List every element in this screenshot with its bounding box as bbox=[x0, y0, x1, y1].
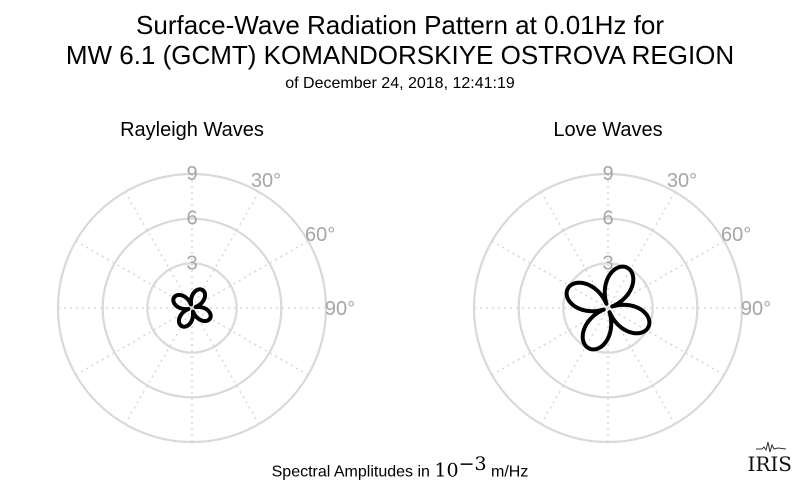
range-ring bbox=[562, 262, 654, 354]
radius-tick-label: 9 bbox=[602, 163, 613, 185]
radius-tick-label: 3 bbox=[186, 252, 197, 274]
angle-tick-label: 60° bbox=[721, 224, 751, 246]
range-ring bbox=[146, 262, 238, 354]
radial-spoke bbox=[75, 240, 193, 309]
radiation-pattern-curve bbox=[564, 264, 652, 352]
range-ring bbox=[56, 172, 328, 444]
radius-tick-label: 3 bbox=[602, 252, 613, 274]
range-ring bbox=[101, 217, 283, 399]
radial-spoke bbox=[540, 307, 609, 425]
range-ring bbox=[517, 217, 699, 399]
radial-spoke bbox=[607, 307, 676, 425]
radius-tick-label: 9 bbox=[186, 163, 197, 185]
love-panel-title: Love Waves bbox=[553, 119, 663, 141]
range-ring bbox=[472, 172, 744, 444]
seismogram-icon bbox=[756, 441, 786, 453]
footer-unit: m/Hz bbox=[486, 463, 529, 481]
radial-spoke bbox=[491, 240, 609, 309]
radiation-pattern-curve bbox=[171, 287, 213, 329]
footer-base: 10 bbox=[434, 459, 459, 482]
radial-spoke bbox=[75, 307, 193, 376]
radial-spoke bbox=[191, 307, 260, 425]
radial-spoke bbox=[191, 191, 260, 309]
rayleigh-panel-title: Rayleigh Waves bbox=[120, 119, 264, 141]
angle-tick-label: 90° bbox=[741, 298, 771, 320]
footer-exponent: −3 bbox=[458, 453, 487, 475]
radius-tick-label: 6 bbox=[186, 208, 197, 230]
radius-tick-label: 6 bbox=[602, 208, 613, 230]
chart-title-line1: Surface-Wave Radiation Pattern at 0.01Hz… bbox=[136, 10, 664, 40]
radial-spoke bbox=[124, 307, 193, 425]
radial-spoke bbox=[540, 191, 609, 309]
chart-subtitle: of December 24, 2018, 12:41:19 bbox=[285, 75, 515, 92]
footer-prefix: Spectral Amplitudes in bbox=[271, 463, 435, 481]
radial-spoke bbox=[124, 191, 193, 309]
angle-tick-label: 90° bbox=[325, 298, 355, 320]
radial-spoke bbox=[191, 240, 309, 309]
radial-spoke bbox=[607, 307, 725, 376]
iris-logo: IRIS bbox=[747, 452, 792, 476]
radial-spoke bbox=[607, 240, 725, 309]
radial-spoke bbox=[491, 307, 609, 376]
angle-tick-label: 60° bbox=[305, 224, 335, 246]
angle-tick-label: 30° bbox=[667, 170, 697, 192]
chart-title-line2: MW 6.1 (GCMT) KOMANDORSKIYE OSTROVA REGI… bbox=[65, 40, 735, 70]
footer-caption: Spectral Amplitudes in 10−3 m/Hz bbox=[0, 452, 800, 484]
radial-spoke bbox=[607, 191, 676, 309]
radial-spoke bbox=[191, 307, 309, 376]
angle-tick-label: 30° bbox=[251, 170, 281, 192]
